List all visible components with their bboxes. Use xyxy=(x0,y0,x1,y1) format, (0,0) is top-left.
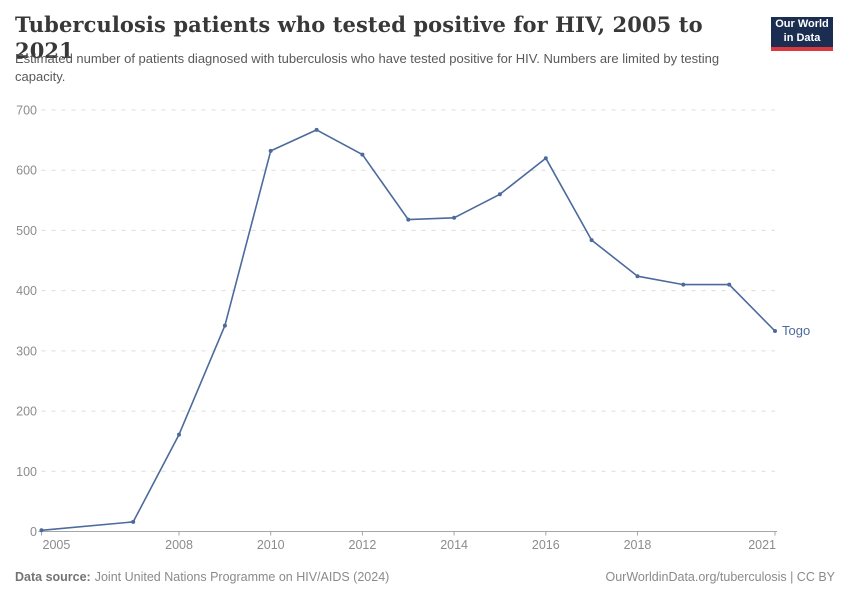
owid-logo[interactable]: Our World in Data xyxy=(771,17,833,51)
data-point-togo-2019[interactable] xyxy=(681,282,686,287)
data-point-togo-2017[interactable] xyxy=(589,238,594,243)
data-point-togo-2009[interactable] xyxy=(222,323,227,328)
x-tick-label-2005: 2005 xyxy=(43,538,71,552)
data-point-togo-2016[interactable] xyxy=(543,156,548,161)
y-tick-label-700: 700 xyxy=(16,104,37,118)
chart-title: Tuberculosis patients who tested positiv… xyxy=(15,12,703,63)
data-point-togo-2010[interactable] xyxy=(268,148,273,153)
x-tick-label-2018: 2018 xyxy=(624,538,652,552)
data-point-togo-2020[interactable] xyxy=(727,282,732,287)
owid-logo-line1: Our World xyxy=(775,18,829,30)
x-tick-label-2021: 2021 xyxy=(748,538,776,552)
y-tick-label-200: 200 xyxy=(16,405,37,419)
data-point-togo-2012[interactable] xyxy=(360,152,365,157)
data-point-togo-2013[interactable] xyxy=(406,217,411,222)
y-tick-label-300: 300 xyxy=(16,344,37,358)
data-point-togo-2021[interactable] xyxy=(773,329,777,333)
x-tick-label-2008: 2008 xyxy=(165,538,193,552)
data-point-togo-2014[interactable] xyxy=(452,215,457,220)
data-source-text: Joint United Nations Programme on HIV/AI… xyxy=(94,570,390,584)
data-point-togo-2011[interactable] xyxy=(314,127,319,132)
data-point-togo-2008[interactable] xyxy=(177,432,181,437)
series-label-togo[interactable]: Togo xyxy=(782,323,811,339)
data-point-togo-2005[interactable] xyxy=(39,528,44,533)
x-tick-label-2016: 2016 xyxy=(532,538,560,552)
data-point-togo-2018[interactable] xyxy=(635,274,640,279)
y-tick-label-500: 500 xyxy=(16,224,37,238)
data-point-togo-2007[interactable] xyxy=(131,519,136,524)
y-tick-label-600: 600 xyxy=(16,164,37,178)
data-source-label: Data source: xyxy=(15,570,91,584)
x-tick-label-2012: 2012 xyxy=(349,538,377,552)
data-point-togo-2015[interactable] xyxy=(497,192,502,197)
x-tick-label-2014: 2014 xyxy=(440,538,468,552)
owid-logo-line2: in Data xyxy=(783,31,821,44)
chart-subtitle: Estimated number of patients diagnosed w… xyxy=(15,51,720,84)
chart-footer: Data source: Joint United Nations Program… xyxy=(15,569,835,586)
x-tick-label-2010: 2010 xyxy=(257,538,285,552)
y-tick-label-100: 100 xyxy=(16,465,37,479)
owid-url-link[interactable]: OurWorldinData.org/tuberculosis | CC BY xyxy=(605,570,836,584)
y-tick-label-400: 400 xyxy=(16,284,37,298)
data-source: Data source: Joint United Nations Program… xyxy=(15,569,389,586)
y-tick-label-0: 0 xyxy=(30,525,37,539)
series-line-togo[interactable] xyxy=(41,129,776,532)
